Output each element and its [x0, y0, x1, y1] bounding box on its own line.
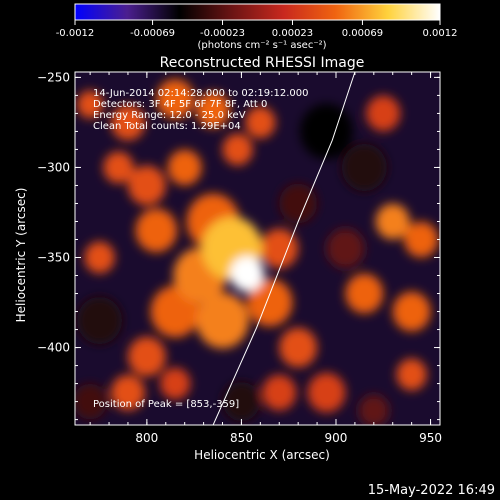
colorbar: -0.0012 -0.00069 -0.00023 0.00023 0.00069 0.0… [56, 3, 458, 51]
heatmap-blob [307, 372, 346, 413]
heatmap-blob [127, 165, 166, 206]
heatmap-blob [366, 95, 401, 132]
heatmap-blob [230, 255, 265, 292]
heatmap-blob [260, 228, 299, 269]
heatmap-blob [84, 241, 115, 274]
plot-frame [74, 71, 441, 426]
heatmap-blob [76, 90, 104, 119]
y-axis-ticks: −250 −300 −350 −400 [37, 70, 440, 421]
heatmap-blob [245, 106, 276, 139]
chart-title: Reconstructed RHESSI Image [160, 55, 365, 71]
colorbar-tick-label: -0.00069 [130, 28, 175, 39]
y-axis-label: Heliocentric Y (arcsec) [14, 188, 28, 323]
x-axis-ticks: 800 850 900 950 [89, 72, 442, 445]
x-axis-label: Heliocentric X (arcsec) [194, 448, 330, 462]
x-tick-label: 800 [135, 431, 158, 445]
heatmap-blob [300, 103, 354, 160]
heatmap-blob [396, 358, 427, 391]
heatmap-blob [196, 292, 249, 349]
colorbar-unit-label: (photons cm⁻² s⁻¹ asec⁻²) [197, 40, 326, 51]
colorbar-tick-label: 0.00023 [272, 28, 313, 39]
y-tick-label: −250 [37, 70, 70, 84]
colorbar-tick-label: -0.00023 [200, 28, 245, 39]
plot-area: 800 850 900 950 −250 −300 −350 −400 [37, 70, 442, 445]
annotation-line: Clean Total counts: 1.29E+04 [93, 121, 241, 132]
solar-limb-line [212, 72, 356, 425]
peak-position-label: Position of Peak = [853,-359] [93, 399, 239, 410]
colorbar-tick-label: 0.00069 [342, 28, 383, 39]
heatmap-blob [326, 228, 365, 269]
heatmap-blob [222, 133, 253, 166]
x-tick-label: 900 [325, 431, 348, 445]
heatmap-blob [135, 208, 178, 253]
colorbar-tick-label: -0.0012 [56, 28, 95, 39]
x-tick-label: 850 [230, 431, 253, 445]
render-date: 15-May-2022 16:49 [368, 483, 495, 498]
annotation-line: Energy Range: 12.0 - 25.0 keV [93, 110, 246, 121]
heatmap-blob [76, 296, 123, 345]
heatmap-image [75, 79, 439, 425]
heatmap-blob [75, 383, 108, 420]
heatmap-blob [127, 336, 166, 377]
heatmap-blob [345, 273, 384, 314]
heatmap-blob [196, 91, 231, 128]
heatmap-blob [392, 291, 431, 332]
colorbar-gradient [74, 3, 441, 21]
y-tick-label: −400 [37, 341, 70, 355]
annotation-line: 14-Jun-2014 02:14:28.000 to 02:19:12.000 [93, 88, 309, 99]
heatmap-blob [358, 394, 389, 425]
annotation-line: Detectors: 3F 4F 5F 6F 7F 8F, Att 0 [93, 99, 267, 110]
heatmap-blob [103, 151, 134, 184]
heatmap-blob [222, 381, 261, 422]
colorbar-tick-label: 0.0012 [423, 28, 458, 39]
heatmap-blob [160, 367, 191, 400]
heatmap-blob [279, 327, 318, 368]
heatmap-blob [375, 203, 410, 240]
heatmap-blob [156, 79, 195, 119]
heatmap-blob [167, 149, 202, 186]
heatmap-blob [262, 374, 297, 411]
plot-annotations: 14-Jun-2014 02:14:28.000 to 02:19:12.000… [93, 88, 309, 132]
heatmap-blob [404, 221, 439, 258]
heatmap-blob [247, 278, 293, 327]
y-tick-label: −300 [37, 160, 70, 174]
heatmap-blob [110, 104, 145, 141]
heatmap-blob [279, 183, 318, 224]
y-tick-label: −350 [37, 251, 70, 265]
x-tick-label: 950 [419, 431, 442, 445]
colorbar-ticks: -0.0012 -0.00069 -0.00023 0.00023 0.00069 0.0… [56, 20, 458, 39]
heatmap-blob [341, 143, 388, 192]
heatmap-blob [110, 374, 145, 411]
